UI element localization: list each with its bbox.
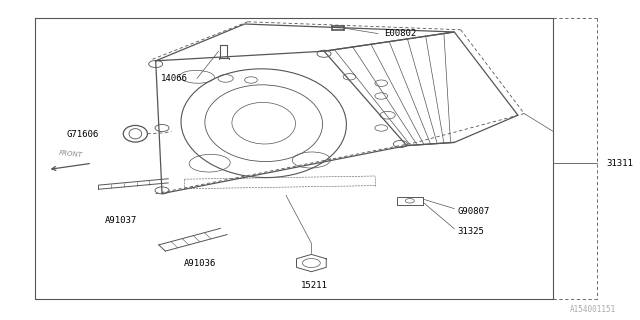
Text: FRONT: FRONT bbox=[59, 150, 83, 158]
Bar bbox=[397, 197, 423, 205]
Text: G71606: G71606 bbox=[67, 130, 99, 139]
Text: 15211: 15211 bbox=[301, 281, 328, 290]
Text: A154001151: A154001151 bbox=[570, 305, 616, 314]
Text: 31311: 31311 bbox=[607, 159, 634, 168]
Text: 14066: 14066 bbox=[161, 74, 188, 83]
Text: E00802: E00802 bbox=[385, 29, 417, 38]
Text: A91037: A91037 bbox=[104, 216, 137, 225]
Text: G90807: G90807 bbox=[458, 207, 490, 216]
Text: 31325: 31325 bbox=[458, 228, 484, 236]
Text: A91036: A91036 bbox=[184, 260, 216, 268]
